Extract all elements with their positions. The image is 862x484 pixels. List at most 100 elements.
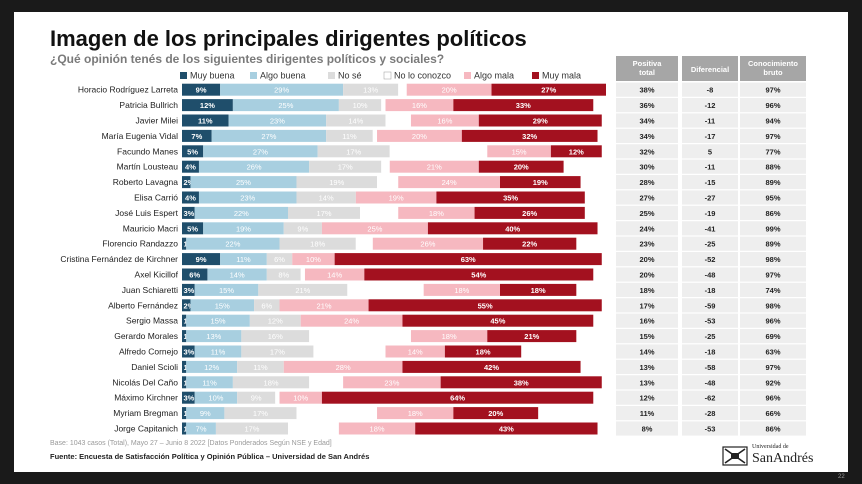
table-cell-value: 92% (765, 378, 780, 387)
bar-segment (182, 299, 191, 312)
table-cell (682, 113, 738, 128)
data-label: 3% (184, 348, 195, 357)
data-label: 45% (490, 317, 505, 326)
table-cell (682, 221, 738, 236)
table-cell-value: 34% (639, 132, 654, 141)
category-label: Roberto Lavagna (113, 177, 178, 187)
data-label: 24% (442, 178, 457, 187)
data-label: 27% (541, 86, 556, 95)
data-label: 18% (310, 240, 325, 249)
category-label: Florencio Randazzo (102, 239, 178, 249)
bar-segment (279, 237, 356, 250)
legend-label: Algo buena (260, 71, 306, 81)
table-cell-value: -25 (705, 332, 716, 341)
table-cell-value: 99% (765, 224, 780, 233)
table-cell-value: -41 (705, 224, 716, 233)
data-label: 6% (189, 271, 200, 280)
table-cell-value: 20% (639, 271, 654, 280)
table-cell (682, 282, 738, 297)
bar-segment (300, 314, 403, 327)
bar-segment (355, 191, 437, 204)
bar-segment (440, 376, 602, 389)
data-label: 14% (327, 271, 342, 280)
category-label: Axel Kicillof (135, 270, 179, 280)
data-label: 17% (253, 409, 268, 418)
data-label: 13% (206, 332, 221, 341)
table-cell (682, 390, 738, 405)
bar-segment (182, 283, 195, 296)
table-cell (682, 252, 738, 267)
bar-segment (198, 191, 297, 204)
data-label: 12% (268, 317, 283, 326)
data-label: 21% (427, 163, 442, 172)
table-cell (616, 344, 678, 359)
bar-segment (186, 407, 225, 420)
data-label: 11% (211, 348, 226, 357)
table-cell (616, 144, 678, 159)
table-cell (682, 421, 738, 436)
bar-segment (360, 206, 399, 219)
bar-segment (198, 160, 310, 173)
bar-segment (483, 237, 577, 250)
table-cell (740, 82, 806, 97)
table-cell (616, 375, 678, 390)
data-label: 17% (244, 425, 259, 434)
data-label: 19% (533, 178, 548, 187)
data-label: 16% (437, 117, 452, 126)
data-label: 23% (240, 194, 255, 203)
category-label: José Luis Espert (115, 208, 178, 218)
table-cell-value: 27% (639, 194, 654, 203)
category-label: Mauricio Macri (123, 223, 178, 233)
bar-segment (241, 345, 314, 358)
bar-segment (296, 407, 378, 420)
bar-segment (427, 222, 598, 235)
data-label: 19% (236, 224, 251, 233)
data-label: 18% (476, 348, 491, 357)
legend-swatch (532, 72, 539, 79)
logo-text-big: SanAndrés (752, 451, 814, 466)
table-cell (616, 282, 678, 297)
bar-segment (288, 422, 339, 435)
data-label: 6% (274, 255, 285, 264)
bar-segment (190, 176, 297, 189)
table-cell-value: -15 (705, 178, 716, 187)
data-label: 42% (484, 363, 499, 372)
category-label: Alberto Fernández (108, 300, 178, 310)
data-label: 6% (261, 301, 272, 310)
data-label: 22% (522, 240, 537, 249)
table-cell-value: -18 (705, 286, 716, 295)
table-cell-value: 97% (765, 271, 780, 280)
bar-segment (266, 253, 293, 266)
table-cell (682, 359, 738, 374)
bar-segment (258, 283, 348, 296)
table-cell-value: 74% (765, 286, 780, 295)
page-subtitle: ¿Qué opinión tenés de los siguientes dir… (50, 52, 445, 66)
table-cell-value: 30% (639, 163, 654, 172)
bar-segment (474, 206, 585, 219)
data-label: 25% (367, 224, 382, 233)
category-label: Máximo Kirchner (114, 393, 178, 403)
bar-segment (220, 83, 344, 96)
bar-segment (487, 330, 577, 343)
data-label: 8% (278, 271, 289, 280)
table-cell (740, 267, 806, 282)
bar-segment (389, 160, 479, 173)
data-label: 9% (251, 394, 262, 403)
data-label: 15% (219, 286, 234, 295)
bar-segment (423, 283, 500, 296)
bar-segment (377, 129, 462, 142)
table-cell-value: -59 (705, 301, 716, 310)
table-cell-value: -11 (705, 163, 715, 172)
table-header-cell (740, 56, 806, 81)
bar-segment (186, 330, 242, 343)
table-cell (740, 144, 806, 159)
table-cell (740, 159, 806, 174)
table-cell (740, 390, 806, 405)
bar-segment (283, 222, 322, 235)
logo-text-small: Universidad de (752, 444, 789, 450)
data-label: 21% (524, 332, 539, 341)
bar-segment (453, 99, 594, 112)
data-label: 17% (317, 209, 332, 218)
table-cell-value: 36% (639, 101, 654, 110)
bar-segment (389, 145, 488, 158)
